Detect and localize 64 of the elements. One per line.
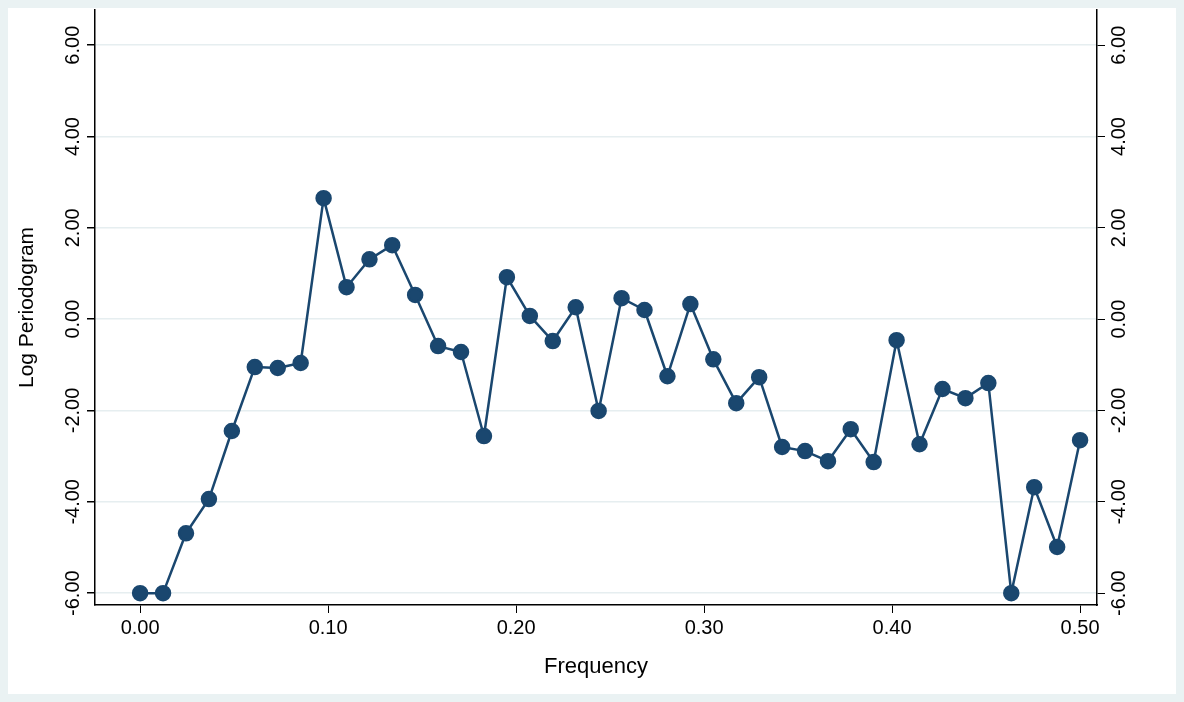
x-tick-label: 0.30: [684, 615, 724, 638]
point: [361, 251, 378, 268]
point: [659, 367, 676, 385]
point: [888, 331, 905, 349]
point: [452, 343, 470, 361]
x-tick-label: 0.50: [1060, 615, 1100, 638]
point: [429, 337, 447, 355]
point: [773, 438, 791, 456]
y-tick-label: 6.00: [60, 25, 83, 65]
point: [521, 307, 539, 325]
point: [223, 422, 241, 440]
point: [154, 584, 172, 602]
y2-tick-label: 0.00: [1106, 299, 1129, 339]
point: [796, 442, 814, 460]
y2-tick-label: -2.00: [1106, 387, 1129, 434]
point: [705, 351, 722, 368]
y2-tick-label: -4.00: [1106, 479, 1129, 525]
point: [819, 452, 837, 470]
y2-tick-label: 2.00: [1106, 208, 1129, 248]
point: [1048, 538, 1066, 556]
y-tick-label: 4.00: [60, 117, 83, 156]
point: [567, 299, 584, 316]
point: [636, 301, 653, 319]
point: [842, 420, 859, 438]
x-tick-label: 0.40: [872, 615, 912, 638]
x-axis-title: Frequency: [544, 652, 648, 678]
point: [590, 402, 607, 420]
x-tick-label: 0.20: [496, 615, 536, 638]
y-axis-title: Log Periodogram: [14, 226, 38, 389]
point: [934, 380, 951, 398]
y2-tick-label: 4.00: [1106, 117, 1129, 156]
point: [383, 236, 401, 254]
y-tick-label: 0.00: [60, 299, 83, 339]
point: [338, 278, 355, 296]
point: [544, 332, 562, 350]
point: [131, 584, 149, 602]
point: [246, 358, 264, 376]
point: [292, 354, 309, 372]
point: [177, 525, 195, 542]
point: [269, 359, 286, 377]
point: [200, 490, 218, 508]
point: [980, 374, 997, 392]
y-tick-label: -4.00: [60, 479, 83, 525]
point: [315, 189, 332, 207]
point: [682, 295, 699, 313]
point: [727, 394, 745, 412]
point: [911, 436, 928, 453]
point: [406, 286, 424, 304]
point: [957, 389, 974, 407]
point: [613, 289, 630, 307]
y2-tick-label: -6.00: [1106, 570, 1129, 616]
point: [1071, 431, 1089, 449]
y-tick-label: -2.00: [60, 387, 83, 434]
point: [1025, 478, 1043, 496]
y-tick-label: -6.00: [60, 570, 83, 616]
point: [750, 368, 768, 386]
y-tick-label: 2.00: [60, 208, 83, 248]
point: [498, 268, 516, 286]
x-tick-label: 0.00: [120, 615, 160, 638]
y2-tick-label: 6.00: [1106, 25, 1129, 65]
point: [475, 427, 493, 445]
point: [1003, 584, 1020, 602]
x-tick-label: 0.10: [308, 615, 348, 638]
point: [865, 453, 882, 471]
